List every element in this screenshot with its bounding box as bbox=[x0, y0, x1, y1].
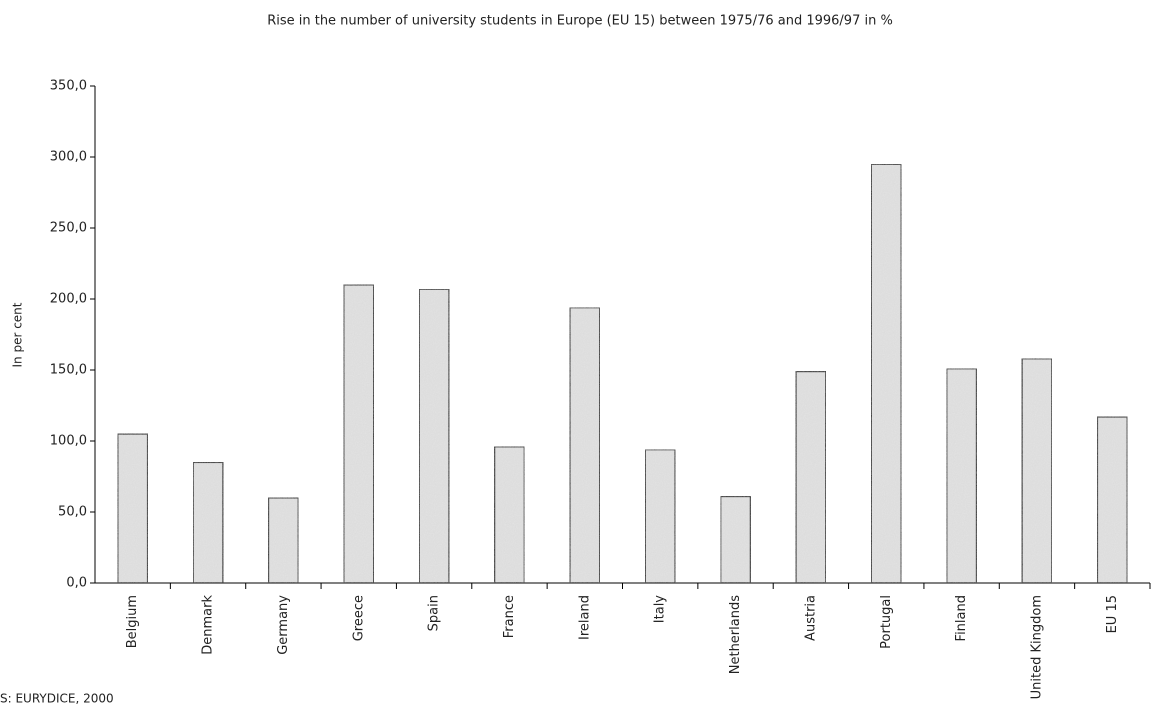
y-tick-label: 200,0 bbox=[50, 292, 87, 307]
bar bbox=[493, 445, 526, 584]
bar bbox=[116, 433, 149, 584]
bar bbox=[795, 370, 827, 584]
bar bbox=[267, 497, 300, 584]
y-tick-label: 300,0 bbox=[50, 150, 87, 165]
x-tick-label: Belgium bbox=[125, 595, 140, 648]
x-tick-label: Greece bbox=[351, 595, 366, 641]
x-tick-label: Netherlands bbox=[728, 595, 743, 674]
bar bbox=[719, 495, 752, 584]
bar bbox=[870, 163, 902, 584]
y-tick-label: 50,0 bbox=[58, 505, 87, 520]
x-tick-label: Denmark bbox=[201, 595, 216, 655]
bar bbox=[644, 448, 676, 584]
x-tick-label: EU 15 bbox=[1105, 595, 1120, 633]
x-tick-label: Italy bbox=[653, 595, 668, 624]
bar bbox=[569, 306, 601, 584]
y-tick-label: 0,0 bbox=[66, 576, 87, 591]
y-axis-label: In per cent bbox=[11, 302, 25, 367]
y-tick-label: 100,0 bbox=[50, 434, 87, 449]
bar bbox=[418, 288, 450, 584]
x-tick-label: Spain bbox=[427, 595, 442, 631]
bar bbox=[1096, 416, 1129, 584]
bar bbox=[343, 284, 375, 584]
x-tick-label: Austria bbox=[803, 595, 818, 641]
y-tick-label: 250,0 bbox=[50, 221, 87, 236]
source-note: S: EURYDICE, 2000 bbox=[0, 692, 114, 706]
bar bbox=[1021, 357, 1053, 584]
x-tick-label: Portugal bbox=[879, 595, 894, 649]
bar bbox=[192, 461, 224, 584]
x-tick-label: Ireland bbox=[577, 595, 592, 640]
x-tick-label: Finland bbox=[954, 595, 969, 641]
bar bbox=[945, 367, 978, 584]
x-tick-label: United Kingdom bbox=[1029, 595, 1044, 699]
y-tick-label: 350,0 bbox=[50, 79, 87, 94]
chart-title: Rise in the number of university student… bbox=[267, 14, 893, 29]
x-tick-label: Germany bbox=[276, 595, 291, 655]
x-tick-label: France bbox=[502, 595, 517, 638]
y-tick-label: 150,0 bbox=[50, 363, 87, 378]
